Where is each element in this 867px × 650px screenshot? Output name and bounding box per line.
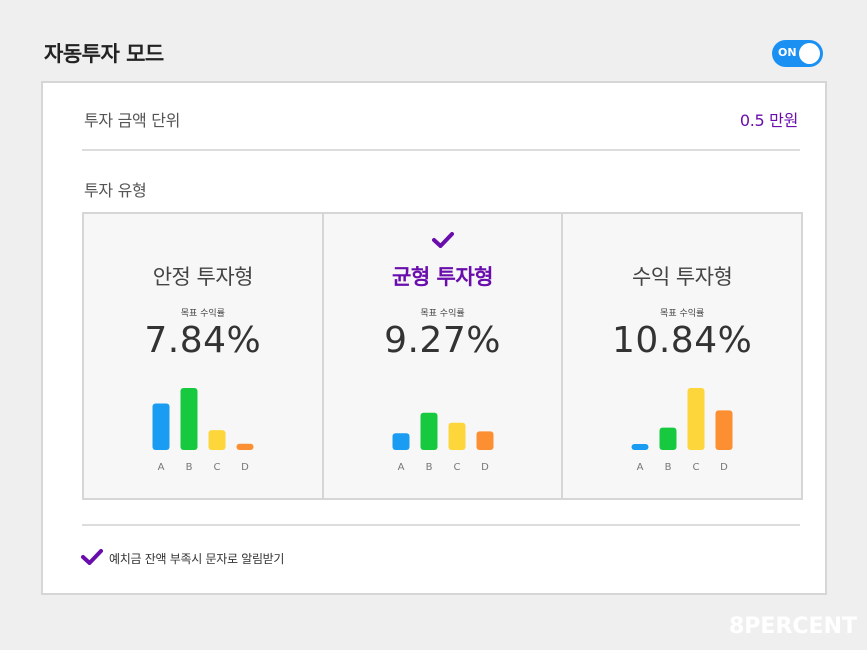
bar-c [687,388,705,450]
card-profit[interactable]: 수익 투자형 목표 수익률 10.84% A B C D [561,214,801,498]
card-balanced[interactable]: 균형 투자형 목표 수익률 9.27% A B C D [321,214,562,498]
card-name: 안정 투자형 [152,265,254,289]
bar-label-b: B [425,462,432,473]
page-title: 자동투자 모드 [44,42,164,66]
bar-label-b: B [665,462,672,473]
bar-label-c: C [214,462,221,473]
bar-d [236,443,254,450]
target-rate: 9.27% [384,320,501,361]
bar-label-c: C [693,462,700,473]
bar-label-d: D [720,462,728,473]
bar-label-a: A [637,462,644,473]
bar-c [208,430,226,450]
card-name: 수익 투자형 [632,265,733,289]
bar-b [420,412,438,450]
bar-b [659,427,677,450]
bar-d [476,431,494,450]
target-rate: 7.84% [144,320,262,361]
bar-label-c: C [453,462,460,473]
target-rate-caption: 목표 수익률 [180,309,225,319]
bar-a [152,403,170,450]
bar-label-d: D [241,462,249,473]
target-rate-caption: 목표 수익률 [660,309,705,319]
invest-type-cards: 안정 투자형 목표 수익률 7.84% A B C D 균형 투자형 목표 수익률 9… [82,212,803,500]
unit-value[interactable]: 0.5 만원 [739,111,798,130]
card-name: 균형 투자형 [392,265,493,289]
bar-d [715,410,733,450]
target-rate: 10.84% [612,320,753,361]
bar-chart: A B C D [392,412,494,473]
bar-chart: A B C D [152,388,254,473]
bar-a [631,444,649,450]
card-stable[interactable]: 안정 투자형 목표 수익률 7.84% A B C D [84,214,322,498]
type-label: 투자 유형 [84,181,147,200]
auto-invest-toggle[interactable]: ON [772,40,823,67]
bar-label-d: D [481,462,489,473]
target-rate-caption: 목표 수익률 [420,309,465,319]
divider [82,524,800,526]
check-icon [431,232,454,248]
brand-watermark: 8PERCENT [729,614,857,639]
bar-a [392,433,410,450]
notify-label[interactable]: 예치금 잔액 부족시 문자로 알림받기 [109,552,285,566]
toggle-knob [799,43,820,64]
bar-b [180,388,198,450]
bar-c [448,422,466,450]
toggle-label: ON [778,46,797,59]
notify-checkbox-icon[interactable] [81,549,103,565]
divider [82,149,800,151]
bar-label-a: A [158,462,165,473]
unit-label: 투자 금액 단위 [84,111,181,130]
bar-chart: A B C D [631,388,733,473]
bar-label-b: B [186,462,193,473]
settings-panel: 투자 금액 단위 0.5 만원 투자 유형 안정 투자형 목표 수익률 7.84… [41,81,827,595]
bar-label-a: A [397,462,404,473]
